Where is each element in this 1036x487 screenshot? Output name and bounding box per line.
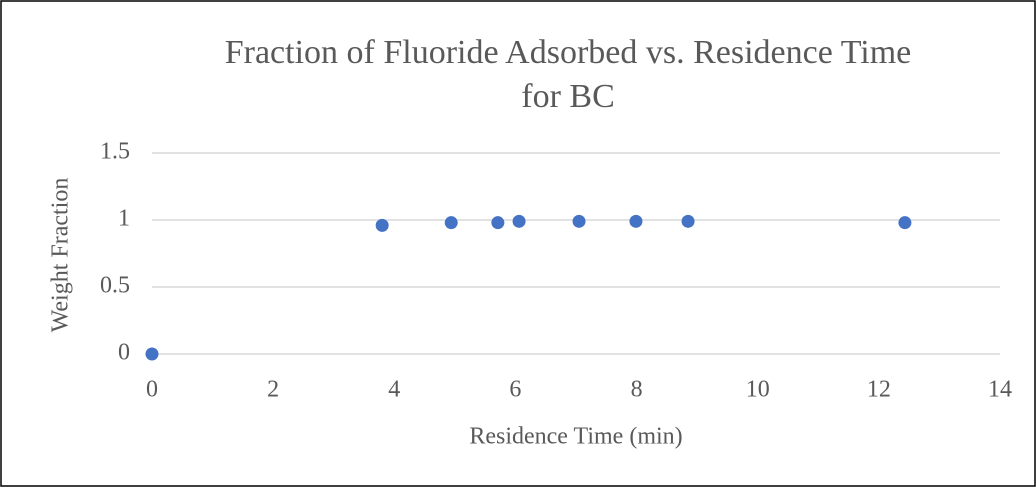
point	[572, 214, 586, 228]
point	[512, 214, 526, 228]
point	[491, 216, 505, 230]
chart-title: Fraction of Fluoride Adsorbed vs. Reside…	[225, 34, 912, 71]
x-tick-label: 0	[146, 377, 158, 403]
x-tick-label: 6	[509, 377, 521, 403]
point	[375, 218, 389, 232]
chart-title: for BC	[521, 78, 615, 115]
y-tick-label: 0.5	[100, 273, 130, 299]
x-tick-label: 8	[631, 377, 643, 403]
point	[898, 216, 912, 230]
x-tick-label: 14	[988, 377, 1012, 403]
x-tick-label: 12	[867, 377, 891, 403]
x-axis-label: Residence Time (min)	[469, 424, 682, 450]
point	[145, 347, 159, 361]
y-tick-label: 1.5	[100, 139, 130, 165]
y-axis-label: Weight Fraction	[48, 178, 74, 333]
y-tick-label: 0	[118, 340, 130, 366]
x-tick-label: 2	[267, 377, 279, 403]
y-tick-label: 1	[118, 206, 130, 232]
x-tick-label: 4	[388, 377, 400, 403]
point	[629, 214, 643, 228]
point	[444, 216, 458, 230]
x-tick-label: 10	[746, 377, 770, 403]
point	[681, 214, 695, 228]
